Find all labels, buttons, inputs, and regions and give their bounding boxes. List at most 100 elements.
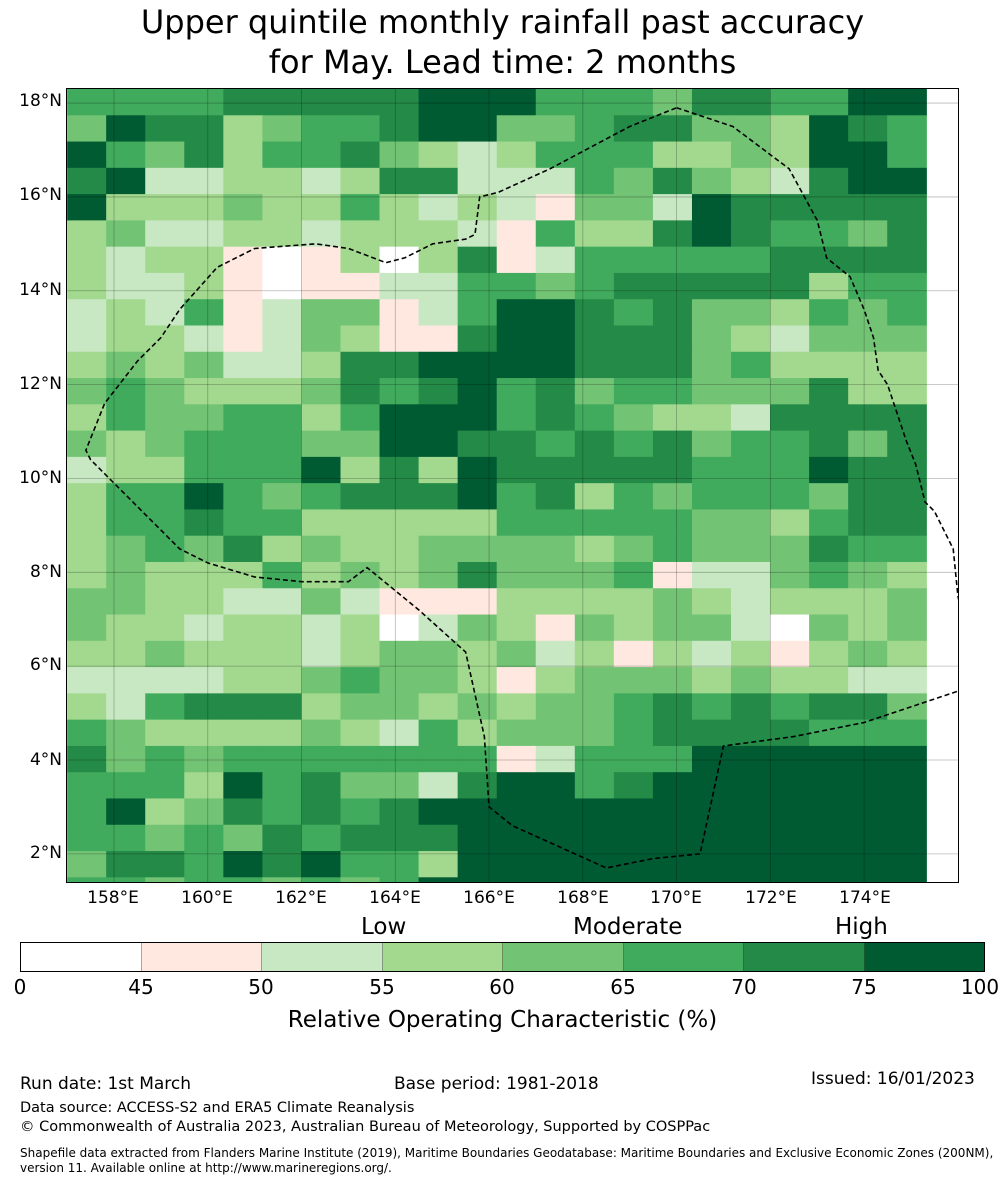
map-cell xyxy=(535,194,576,221)
map-cell xyxy=(770,561,810,589)
map-cell xyxy=(652,299,693,327)
map-cell xyxy=(574,272,615,300)
map-cell xyxy=(496,483,537,511)
map-cell xyxy=(145,167,185,195)
map-cell xyxy=(496,798,537,826)
map-cell xyxy=(848,693,888,721)
map-cell xyxy=(301,167,342,195)
map-cell xyxy=(809,378,849,405)
map-cell xyxy=(887,614,927,642)
map-cell xyxy=(731,272,771,300)
map-cell xyxy=(145,378,185,405)
map-cell xyxy=(574,299,615,327)
lon-tick-162e: 162°E xyxy=(275,888,327,908)
map-grid-cells xyxy=(67,89,927,882)
map-cell xyxy=(496,745,537,773)
map-cell xyxy=(770,693,810,721)
map-cell xyxy=(262,351,303,379)
map-cell xyxy=(809,220,849,248)
map-cell xyxy=(223,640,263,668)
lon-tick-160e: 160°E xyxy=(181,888,233,908)
map-cell xyxy=(574,535,615,563)
map-cell xyxy=(691,509,732,537)
map-cell xyxy=(223,246,263,274)
map-cell xyxy=(145,640,185,668)
map-cell xyxy=(145,220,185,248)
map-cell xyxy=(418,614,459,642)
map-cell xyxy=(418,561,459,589)
map-cell xyxy=(340,246,381,274)
map-cell xyxy=(770,824,810,852)
map-cell xyxy=(106,430,146,458)
map-cell xyxy=(340,561,381,589)
map-cell xyxy=(496,877,537,882)
map-cell xyxy=(691,456,732,484)
map-cell xyxy=(67,167,107,195)
map-cell xyxy=(887,772,927,800)
map-cell xyxy=(496,272,537,300)
map-cell xyxy=(613,614,654,642)
map-cell xyxy=(770,246,810,274)
map-cell xyxy=(848,535,888,563)
map-cell xyxy=(691,325,732,353)
lat-tick-10n: 10°N xyxy=(19,468,62,488)
map-cell xyxy=(770,456,810,484)
colorbar-segment-60-65 xyxy=(503,943,624,971)
map-cell xyxy=(223,325,263,353)
map-cell xyxy=(691,89,732,116)
map-cell xyxy=(848,141,888,169)
map-cell xyxy=(262,877,303,882)
map-cell xyxy=(887,535,927,563)
map-cell xyxy=(457,877,498,882)
map-cell xyxy=(496,89,537,116)
map-cell xyxy=(574,877,615,882)
map-cell xyxy=(262,772,303,800)
map-cell xyxy=(379,719,420,747)
map-cell xyxy=(574,89,615,116)
map-cell xyxy=(418,798,459,826)
map-cell xyxy=(379,141,420,169)
map-cell xyxy=(418,246,459,274)
map-cell xyxy=(535,719,576,747)
map-cell xyxy=(457,325,498,353)
map-cell xyxy=(887,194,927,221)
map-cell xyxy=(574,456,615,484)
map-cell xyxy=(535,430,576,458)
map-cell xyxy=(613,561,654,589)
map-cell xyxy=(223,851,263,878)
map-cell xyxy=(848,667,888,694)
map-cell xyxy=(691,246,732,274)
map-cell xyxy=(262,404,303,432)
map-cell xyxy=(848,719,888,747)
map-cell xyxy=(496,588,537,616)
map-cell xyxy=(770,378,810,405)
copyright: © Commonwealth of Australia 2023, Austra… xyxy=(20,1119,711,1135)
lat-tick-2n: 2°N xyxy=(29,843,62,863)
map-cell xyxy=(535,877,576,882)
map-cell xyxy=(652,141,693,169)
map-cell xyxy=(106,693,146,721)
map-cell xyxy=(613,772,654,800)
map-cell xyxy=(145,89,185,116)
map-cell xyxy=(535,693,576,721)
map-cell xyxy=(301,693,342,721)
map-cell xyxy=(770,719,810,747)
map-cell xyxy=(887,667,927,694)
map-cell xyxy=(496,378,537,405)
map-cell xyxy=(106,299,146,327)
map-cell xyxy=(340,851,381,878)
map-cell xyxy=(887,824,927,852)
map-cell xyxy=(535,561,576,589)
map-cell xyxy=(731,115,771,143)
map-cell xyxy=(535,509,576,537)
map-cell xyxy=(731,141,771,169)
title-line-1: Upper quintile monthly rainfall past acc… xyxy=(140,3,865,41)
data-source: Data source: ACCESS-S2 and ERA5 Climate … xyxy=(20,1100,415,1116)
map-cell xyxy=(809,272,849,300)
map-cell xyxy=(652,614,693,642)
map-cell xyxy=(613,667,654,694)
map-cell xyxy=(340,430,381,458)
map-cell xyxy=(301,745,342,773)
map-cell xyxy=(731,877,771,882)
map-cell xyxy=(379,167,420,195)
